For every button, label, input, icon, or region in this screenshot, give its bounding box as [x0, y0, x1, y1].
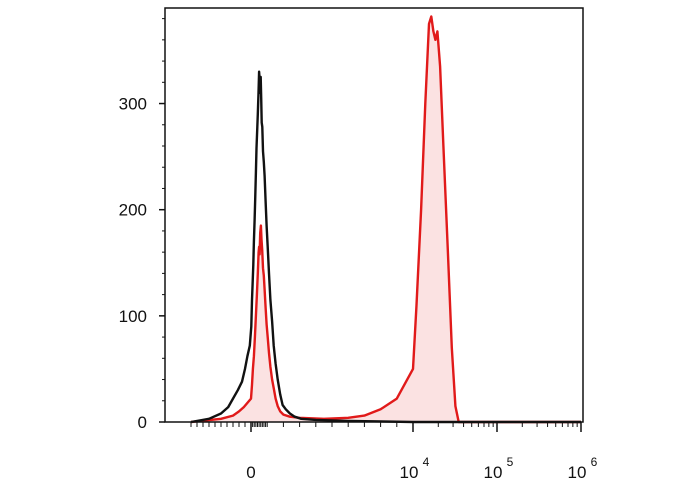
series-layer: [190, 15, 581, 424]
x-tick-base: 10: [568, 463, 587, 482]
series-0-line: [190, 70, 581, 424]
x-tick-label: 10 4: [400, 455, 430, 482]
y-tick-label: 300: [119, 95, 147, 114]
y-axis: 0 100 200 300: [119, 95, 165, 432]
x-minor-ticks: [190, 422, 578, 427]
x-tick-label: 10 5: [484, 455, 514, 482]
x-tick-label: 10 6: [568, 455, 598, 482]
x-tick-base: 0: [246, 463, 255, 482]
x-tick-base: 10: [400, 463, 419, 482]
y-tick-label: 100: [119, 307, 147, 326]
series-1-line: [190, 15, 581, 424]
x-tick-label: 0: [246, 463, 255, 482]
x-axis: 0 10 4 10 5 10 6: [246, 422, 598, 482]
plot-frame: [164, 7, 584, 423]
y-minor-ticks: [162, 18, 165, 402]
y-tick-label: 0: [138, 413, 147, 432]
y-tick-label: 200: [119, 201, 147, 220]
x-tick-base: 10: [484, 463, 503, 482]
x-tick-exponent: 6: [591, 455, 598, 469]
x-tick-exponent: 4: [423, 455, 430, 469]
x-tick-exponent: 5: [507, 455, 514, 469]
